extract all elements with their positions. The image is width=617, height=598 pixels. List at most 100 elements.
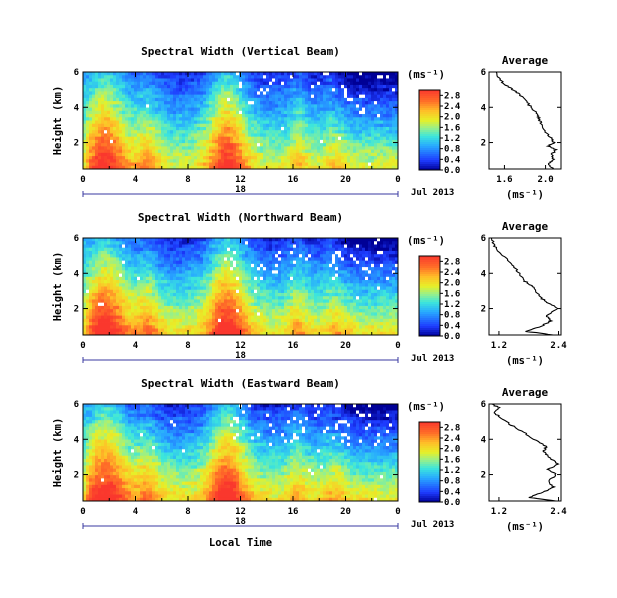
heatmap-cell: [359, 159, 363, 163]
heatmap-cell: [185, 260, 189, 265]
heatmap-cell: [302, 133, 306, 138]
heatmap-cell: [110, 81, 114, 86]
heatmap-cell: [122, 156, 126, 160]
heatmap-cell: [131, 114, 135, 118]
heatmap-cell: [155, 94, 159, 99]
heatmap-cell: [287, 88, 291, 92]
heatmap-cell: [179, 238, 183, 242]
heatmap-cell: [380, 94, 384, 99]
heatmap-cell: [371, 110, 375, 115]
heatmap-cell: [308, 143, 312, 147]
heatmap-cell: [158, 325, 162, 329]
heatmap-cell: [269, 88, 273, 92]
heatmap-cell: [338, 91, 342, 96]
colorbar-segment: [419, 128, 440, 131]
heatmap-cell: [110, 241, 114, 245]
heatmap-cell: [377, 88, 381, 92]
heatmap-cell: [155, 88, 159, 92]
heatmap-cell: [224, 107, 228, 112]
heatmap-cell: [140, 126, 144, 131]
heatmap-cell: [272, 97, 276, 102]
heatmap-cell: [206, 305, 210, 310]
heatmap-cell: [224, 123, 228, 128]
heatmap-cell: [158, 241, 162, 245]
heatmap-cell: [167, 94, 171, 99]
heatmap-cell: [176, 143, 180, 147]
heatmap-cell: [278, 84, 282, 89]
heatmap-cell: [173, 165, 177, 170]
heatmap-cell: [374, 162, 378, 167]
heatmap-cell: [95, 244, 99, 249]
heatmap-cell: [230, 139, 234, 144]
heatmap-cell: [302, 120, 306, 125]
heatmap-cell: [92, 104, 96, 108]
heatmap-cell: [215, 331, 219, 336]
heatmap-cell: [314, 75, 318, 79]
heatmap-cell: [239, 94, 243, 99]
heatmap-cell: [137, 88, 141, 92]
heatmap-cell: [212, 322, 216, 326]
heatmap-cell: [194, 247, 198, 252]
heatmap-cell: [368, 117, 372, 121]
heatmap-cell: [344, 81, 348, 86]
heatmap-cell: [101, 273, 105, 278]
heatmap-cell: [245, 263, 249, 268]
heatmap-cell: [155, 130, 159, 134]
heatmap-cell: [263, 97, 267, 102]
heatmap-cell: [281, 136, 285, 141]
heatmap-cell: [299, 126, 303, 131]
panel-2: Spectral Width (Northward Beam)246Height…: [52, 211, 567, 367]
heatmap-cell: [365, 126, 369, 131]
heatmap-cell: [341, 91, 345, 96]
heatmap-cell: [224, 305, 228, 310]
heatmap-cell: [251, 263, 255, 268]
heatmap-cell: [197, 110, 201, 115]
heatmap-cell: [194, 257, 198, 262]
heatmap-cell: [329, 107, 333, 112]
heatmap-cell: [179, 107, 183, 112]
heatmap-cell: [275, 126, 279, 131]
heatmap-cell: [314, 139, 318, 144]
heatmap-cell: [326, 136, 330, 141]
heatmap-cell: [197, 114, 201, 118]
heatmap-cell: [194, 296, 198, 300]
heatmap-cell: [227, 88, 231, 92]
heatmap-cell: [251, 136, 255, 141]
heatmap-cell: [206, 254, 210, 258]
heatmap-cell: [134, 305, 138, 310]
heatmap-cell: [386, 162, 390, 167]
heatmap-cell: [104, 328, 108, 333]
heatmap-cell: [386, 133, 390, 138]
heatmap-cell: [140, 244, 144, 249]
heatmap-cell: [230, 72, 234, 76]
heatmap-cell: [227, 91, 231, 96]
heatmap-cell: [161, 114, 165, 118]
heatmap-cell: [158, 263, 162, 268]
heatmap-cell: [218, 331, 222, 336]
heatmap-cell: [305, 149, 309, 154]
heatmap-cell: [368, 110, 372, 115]
heatmap-cell: [275, 91, 279, 96]
heatmap-cell: [98, 123, 102, 128]
heatmap-cell: [89, 146, 93, 150]
colorbar-segment: [419, 112, 440, 115]
heatmap-cell: [392, 104, 396, 108]
heatmap-cell: [128, 97, 132, 102]
heatmap-cell: [146, 107, 150, 112]
heatmap-cell: [305, 162, 309, 167]
heatmap-cell: [89, 296, 93, 300]
heatmap-cell: [344, 146, 348, 150]
heatmap-cell: [263, 165, 267, 170]
heatmap-cell: [362, 126, 366, 131]
heatmap-cell: [359, 97, 363, 102]
heatmap-cell: [257, 136, 261, 141]
heatmap-cell: [347, 101, 351, 105]
heatmap-cell: [296, 149, 300, 154]
heatmap-cell: [224, 130, 228, 134]
heatmap-cell: [83, 292, 87, 297]
heatmap-cell: [182, 322, 186, 326]
heatmap-cell: [95, 247, 99, 252]
heatmap-cell: [107, 238, 111, 242]
heatmap-cell: [158, 283, 162, 287]
heatmap-cell: [305, 159, 309, 163]
